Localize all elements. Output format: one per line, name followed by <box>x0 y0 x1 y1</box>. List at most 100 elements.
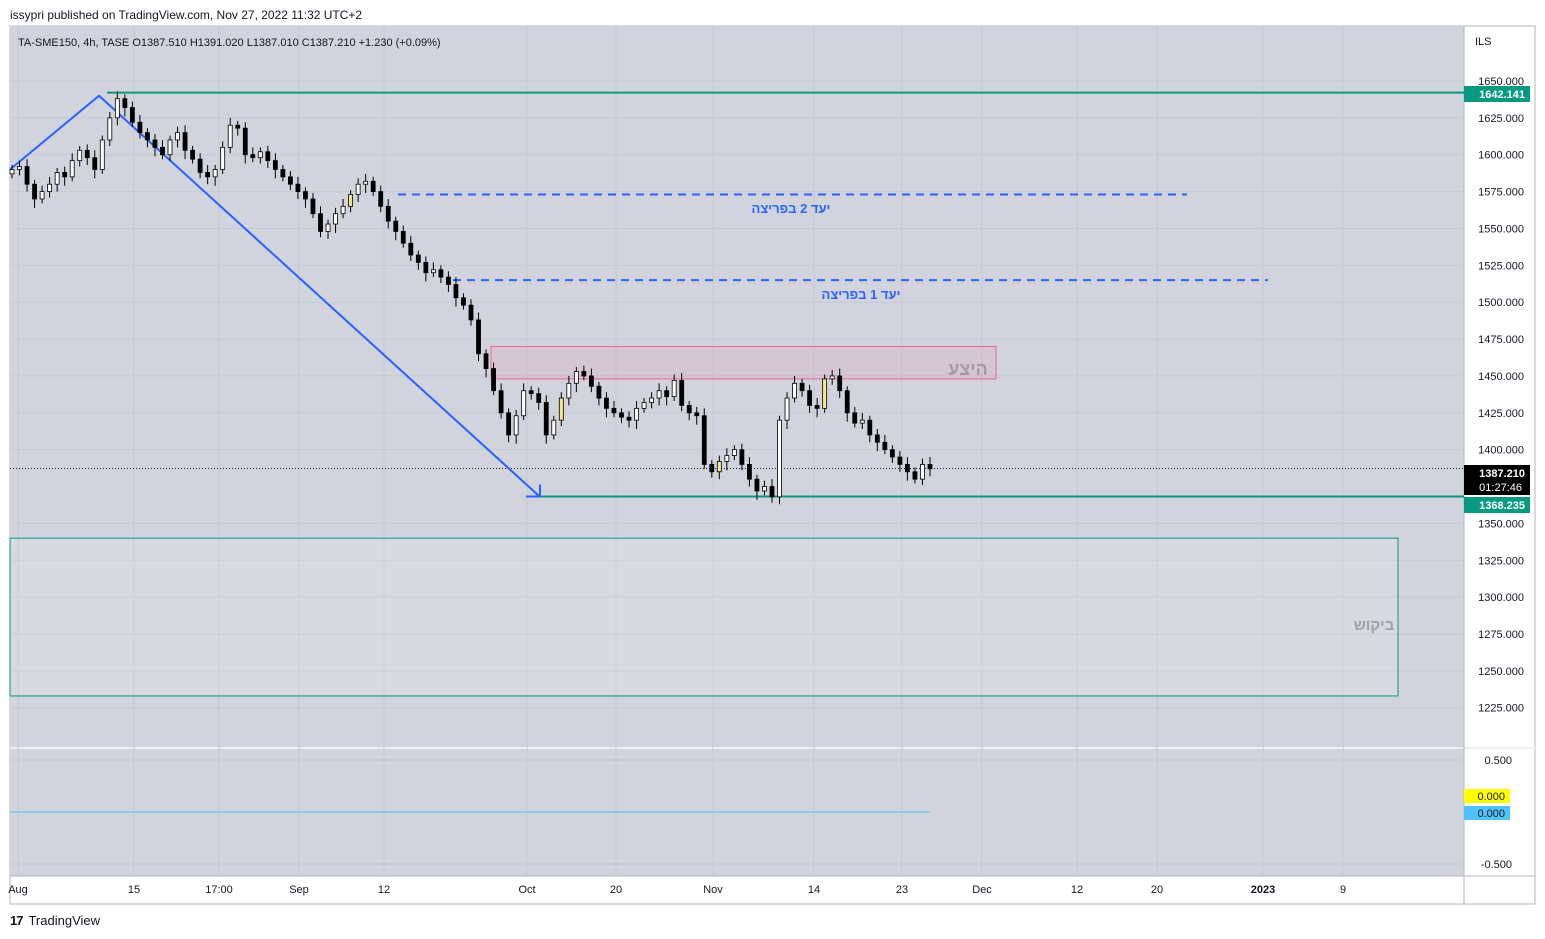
indicator-a-label: 0.000 <box>1477 791 1505 803</box>
candle <box>897 451 903 472</box>
candle <box>543 395 549 444</box>
time-tick-label: Sep <box>289 884 309 896</box>
time-tick-label: Aug <box>8 884 28 896</box>
candle <box>235 120 241 136</box>
candle <box>32 179 37 208</box>
indicator-tick-label: -0.500 <box>1481 859 1512 871</box>
time-tick-label: 9 <box>1340 884 1346 896</box>
candle <box>528 386 534 400</box>
candle <box>114 91 120 126</box>
grid-lines <box>10 26 1464 876</box>
candle <box>129 101 135 127</box>
candle <box>920 458 925 486</box>
time-tick-label: Nov <box>703 884 723 896</box>
candle <box>430 262 436 278</box>
price-tick-label: 1650.000 <box>1478 76 1524 88</box>
candle <box>340 198 346 219</box>
candle <box>415 250 421 270</box>
candle <box>762 480 767 496</box>
price-tick-label: 1550.000 <box>1478 223 1524 235</box>
price-tick-label: 1525.000 <box>1478 260 1524 272</box>
candle <box>280 165 286 182</box>
last-price-label: 1387.210 <box>1479 468 1525 480</box>
candle <box>54 168 60 192</box>
price-pane-bg <box>10 26 1464 748</box>
candle <box>754 474 760 500</box>
candle <box>829 370 835 385</box>
candle <box>581 365 587 381</box>
demand-label: ביקוש <box>1354 617 1395 634</box>
currency-label: ILS <box>1475 36 1492 48</box>
price-tick-label: 1225.000 <box>1478 703 1524 715</box>
candle <box>355 178 361 202</box>
candle <box>844 386 850 422</box>
candle <box>476 312 481 362</box>
candle <box>295 176 301 199</box>
demand-zone <box>9 537 1399 697</box>
candle <box>716 455 722 480</box>
time-tick-label: 17:00 <box>205 884 233 896</box>
support-price-badge <box>1464 497 1530 513</box>
price-tick-label: 1575.000 <box>1478 187 1524 199</box>
price-tick-label: 1425.000 <box>1478 408 1524 420</box>
time-tick-label: Oct <box>518 884 535 896</box>
candle <box>145 128 150 148</box>
brand-name[interactable]: TradingView <box>28 913 101 928</box>
candle <box>701 408 707 469</box>
tradingview-logo-icon[interactable]: 17 <box>10 913 24 928</box>
candle <box>694 406 700 425</box>
price-tick-label: 1500.000 <box>1478 297 1524 309</box>
bar-countdown: 01:27:46 <box>1479 482 1522 494</box>
candle <box>220 141 226 174</box>
resistance-price-label: 1642.141 <box>1479 89 1525 101</box>
candle <box>242 122 248 164</box>
candle <box>747 457 752 487</box>
supply-label: היצע <box>948 359 988 379</box>
price-tick-label: 1600.000 <box>1478 150 1524 162</box>
candle <box>310 193 316 219</box>
candle <box>250 147 256 163</box>
time-tick-label: 14 <box>808 884 820 896</box>
candle <box>491 362 496 396</box>
candle <box>370 176 376 197</box>
price-tick-label: 1325.000 <box>1478 555 1524 567</box>
resistance-price-badge <box>1464 86 1530 102</box>
candle <box>99 135 105 174</box>
candle <box>882 434 888 455</box>
candle <box>483 349 489 378</box>
price-axis: 1650.000 1625.000 1600.000 1575.000 1550.000… <box>1478 76 1524 871</box>
candle <box>634 401 639 430</box>
candle <box>205 165 211 185</box>
candle <box>905 457 910 481</box>
candle <box>656 383 662 406</box>
candle <box>265 145 271 169</box>
candle <box>197 153 203 179</box>
candle <box>709 459 715 478</box>
candle <box>152 134 158 157</box>
candle <box>408 235 414 261</box>
candle <box>84 144 90 166</box>
candle <box>227 117 233 154</box>
candle <box>724 448 730 471</box>
candle <box>461 293 466 310</box>
candle <box>814 398 820 418</box>
time-tick-label: 12 <box>1071 884 1083 896</box>
candle <box>558 392 564 427</box>
candle <box>318 206 323 238</box>
candle <box>686 401 692 421</box>
candles <box>9 91 933 505</box>
candle <box>912 467 918 484</box>
time-tick-label: 20 <box>610 884 622 896</box>
supply-zone <box>490 345 997 380</box>
candle <box>24 159 30 192</box>
time-tick-label: 2023 <box>1251 884 1275 896</box>
candle <box>288 170 293 191</box>
candle <box>47 176 53 198</box>
candle <box>619 408 624 424</box>
candle <box>573 367 579 393</box>
candle <box>596 381 602 406</box>
candle <box>107 111 113 146</box>
candle <box>257 147 263 164</box>
time-tick-label: Dec <box>972 884 992 896</box>
